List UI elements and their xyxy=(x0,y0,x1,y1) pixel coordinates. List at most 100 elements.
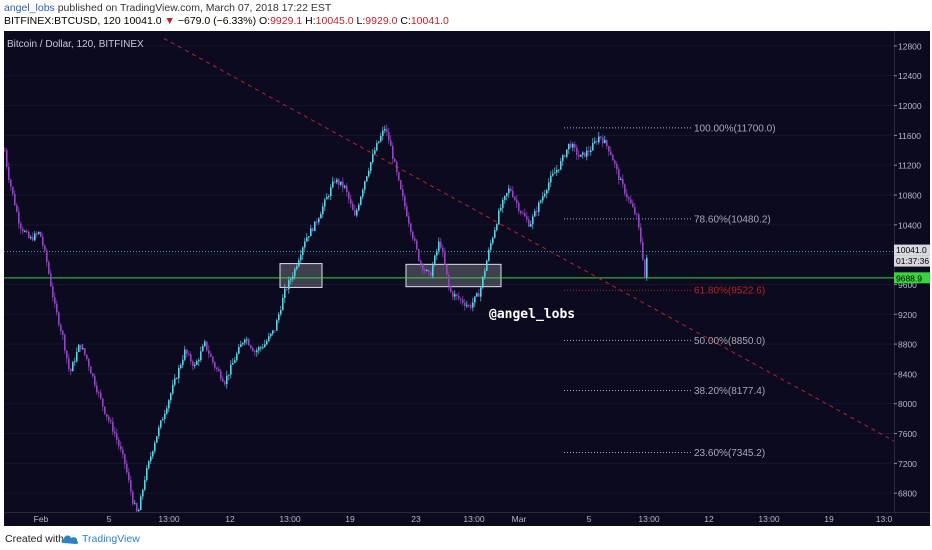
candle-body xyxy=(248,339,250,346)
candle-body xyxy=(434,255,436,266)
price-tick-label: 12800 xyxy=(898,41,922,51)
candle-body xyxy=(88,359,90,367)
candle-body xyxy=(460,298,462,300)
candle-body xyxy=(468,305,470,307)
candle-body xyxy=(420,260,422,265)
candle-body xyxy=(144,480,146,490)
candle-body xyxy=(378,141,380,144)
candle-body xyxy=(178,367,180,379)
candle-body xyxy=(238,347,240,354)
candle-body xyxy=(470,305,472,308)
candle-body xyxy=(620,179,622,181)
candle-body xyxy=(394,158,396,162)
candle-body xyxy=(220,371,222,379)
candle-body xyxy=(208,350,210,355)
candle-body xyxy=(558,169,560,171)
candle-body xyxy=(380,135,382,142)
candle-body xyxy=(268,336,270,342)
candle-body xyxy=(100,392,102,399)
created-with-text: Created with xyxy=(5,533,64,545)
chart-pane[interactable]: 100.00%(11700.0) 78.60%(10480.2) 61.80%(95… xyxy=(4,31,894,523)
watermark-text: @angel_lobs xyxy=(489,307,575,322)
candle-body xyxy=(454,294,456,297)
candle-body xyxy=(226,375,228,385)
candle-body xyxy=(626,193,628,198)
time-axis-background xyxy=(4,512,930,526)
candle-body xyxy=(430,272,432,277)
candle-body xyxy=(600,136,602,138)
price-tick-label: 10400 xyxy=(898,220,922,230)
candle-body xyxy=(538,202,540,212)
candle-body xyxy=(172,384,174,394)
candle-body xyxy=(354,210,356,216)
candle-body xyxy=(70,368,72,372)
candle-body xyxy=(60,324,62,332)
candle-body xyxy=(444,252,446,265)
candle-body xyxy=(30,237,32,239)
price-tick-label: 9200 xyxy=(898,310,917,320)
candle-body xyxy=(308,236,310,238)
candle-body xyxy=(312,228,314,232)
candle-body xyxy=(154,442,156,452)
candle-body xyxy=(636,213,638,215)
candle-body xyxy=(148,461,150,469)
consolidation-zone[interactable] xyxy=(405,263,502,288)
candle-body xyxy=(432,265,434,277)
candle-body xyxy=(124,454,126,464)
candle-body xyxy=(206,341,208,351)
candle-body xyxy=(42,236,44,246)
time-tick-label: 5 xyxy=(107,514,112,524)
price-chart[interactable]: 100.00%(11700.0) 78.60%(10480.2) 61.80%(95… xyxy=(4,31,894,523)
candle-body xyxy=(314,221,316,232)
author-link[interactable]: angel_lobs xyxy=(4,2,55,14)
candle-body xyxy=(418,249,420,261)
candle-body xyxy=(250,345,252,348)
price-tick-label: 12400 xyxy=(898,71,922,81)
candle-body xyxy=(628,197,630,200)
candle-body xyxy=(612,154,614,161)
candle-body xyxy=(498,210,500,225)
price-axis[interactable]: 6800720076008000840088009200960010000104… xyxy=(894,31,930,523)
candle-body xyxy=(330,187,332,196)
candle-body xyxy=(604,140,606,144)
candle-body xyxy=(474,296,476,303)
candle-body xyxy=(324,199,326,207)
time-axis-scale: Feb 5 13:00 12 13:00 19 23 13:00 Mar 5 13:00 12 13:0… xyxy=(4,512,930,526)
candle-body xyxy=(276,320,278,331)
candle-body xyxy=(224,381,226,385)
consolidation-zone[interactable] xyxy=(279,263,323,288)
fib-level-label: 61.80%(9522.6) xyxy=(694,286,765,297)
candle-body xyxy=(582,152,584,155)
candle-body xyxy=(294,268,296,277)
tradingview-link[interactable]: TradingView xyxy=(82,533,140,545)
candle-body xyxy=(428,270,430,273)
candle-body xyxy=(118,439,120,447)
candle-body xyxy=(98,392,100,394)
candle-body xyxy=(104,406,106,414)
candle-body xyxy=(132,491,134,504)
candle-body xyxy=(622,179,624,185)
candle-body xyxy=(364,181,366,190)
candle-body xyxy=(536,211,538,213)
time-tick-label: 13:00 xyxy=(279,514,301,524)
ohlc-line: BITFINEX:BTCUSD, 120 10041.0 ▼ −679.0 (−… xyxy=(4,15,449,27)
last-price-tag xyxy=(894,244,930,256)
candle-body xyxy=(50,273,52,287)
candle-body xyxy=(234,360,236,364)
candle-body xyxy=(252,347,254,352)
candle-body xyxy=(568,143,570,150)
candle-body xyxy=(182,359,184,365)
candle-body xyxy=(162,419,164,421)
candle-body xyxy=(40,231,42,237)
candle-body xyxy=(334,181,336,183)
time-axis[interactable]: Feb 5 13:00 12 13:00 19 23 13:00 Mar 5 13:00 12 13:0… xyxy=(4,512,930,526)
trendline[interactable] xyxy=(163,38,894,442)
candle-body xyxy=(136,503,138,512)
candle-body xyxy=(508,188,510,194)
candle-body xyxy=(48,262,50,274)
candle-body xyxy=(462,299,464,303)
candle-body xyxy=(94,376,96,386)
candle-body xyxy=(602,137,604,144)
candle-body xyxy=(122,449,124,455)
candle-body xyxy=(436,250,438,256)
